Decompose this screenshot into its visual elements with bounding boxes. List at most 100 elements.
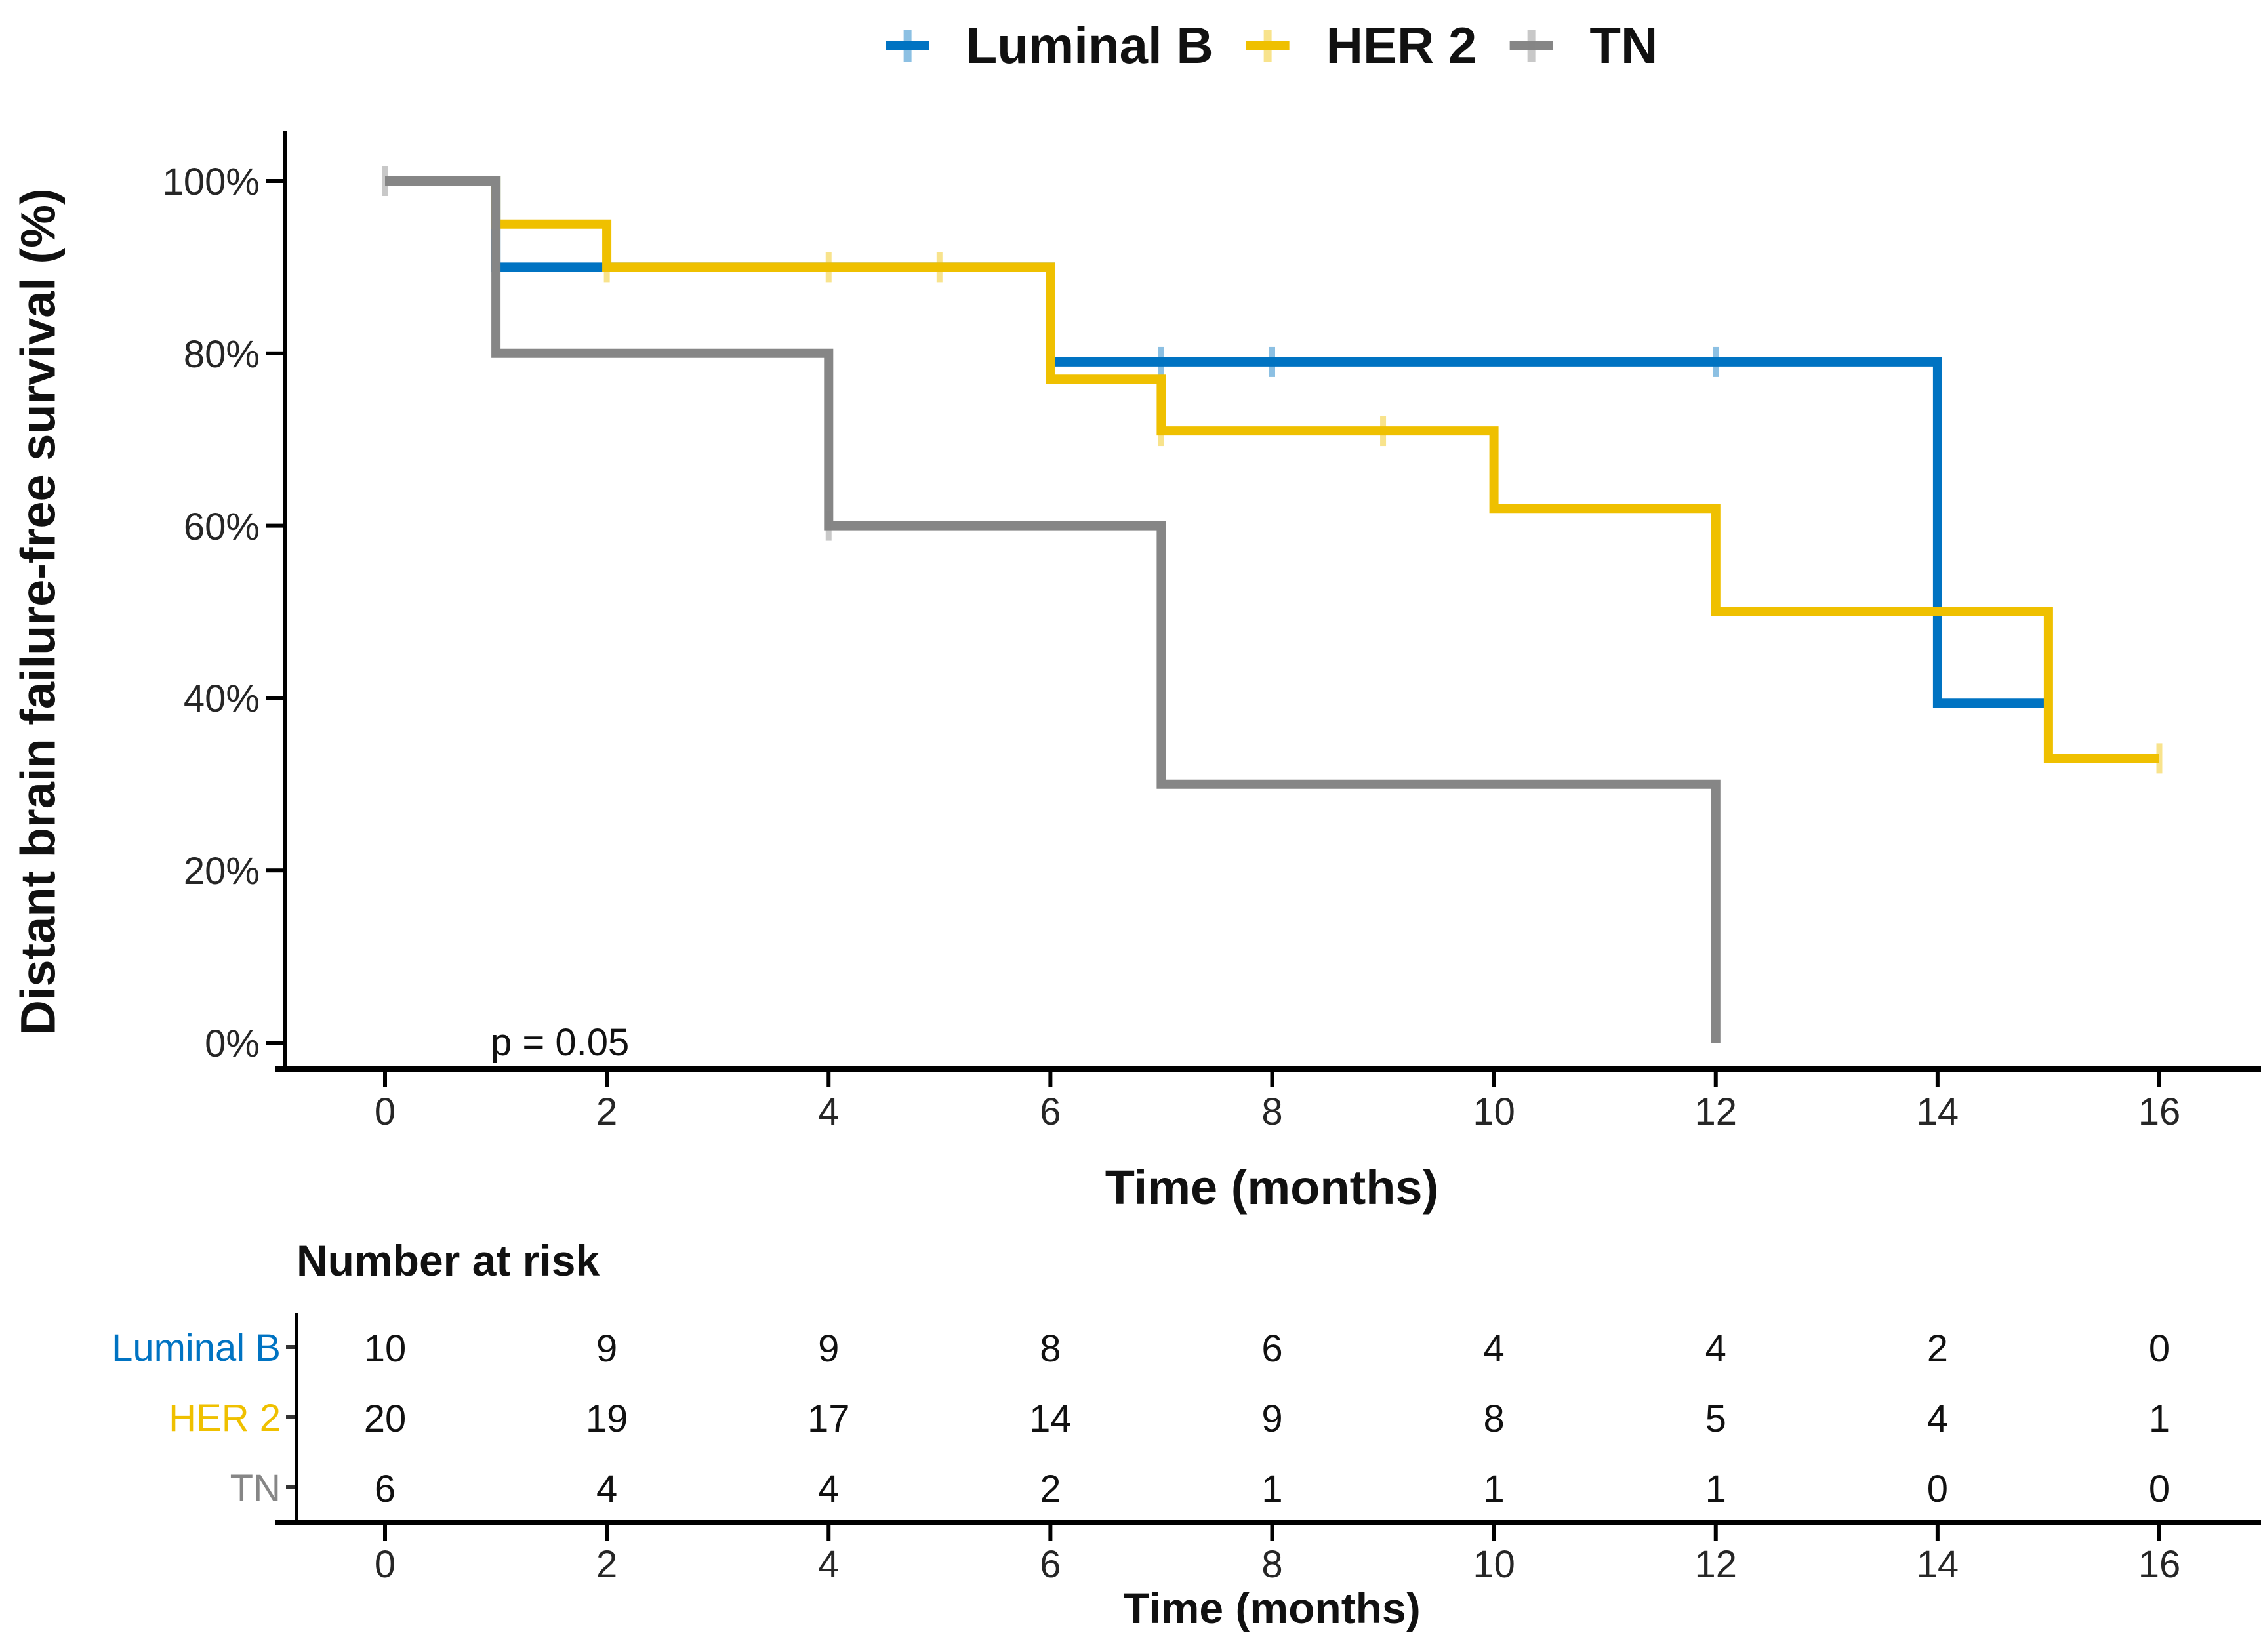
legend-item-her-2: HER 2 bbox=[1246, 16, 1477, 75]
risk-count: 6 bbox=[1261, 1327, 1283, 1370]
legend-line-glyph bbox=[886, 41, 929, 50]
risk-count: 6 bbox=[374, 1468, 396, 1510]
risk-table-x-tick-label: 6 bbox=[1040, 1543, 1061, 1586]
risk-count: 19 bbox=[585, 1398, 628, 1440]
risk-table-row-tick bbox=[286, 1345, 295, 1349]
x-axis-tick bbox=[605, 1072, 609, 1087]
legend-censor-glyph bbox=[903, 30, 912, 62]
risk-count: 2 bbox=[1040, 1468, 1061, 1510]
risk-count: 1 bbox=[1483, 1468, 1505, 1510]
legend-line-glyph bbox=[1509, 41, 1553, 50]
y-axis-line bbox=[283, 131, 287, 1072]
risk-table-x-tick-label: 16 bbox=[2138, 1543, 2181, 1586]
risk-count: 14 bbox=[1029, 1398, 1072, 1440]
y-axis-tick bbox=[266, 868, 283, 873]
x-tick-label: 8 bbox=[1261, 1091, 1283, 1133]
risk-count: 9 bbox=[596, 1327, 618, 1370]
risk-table-row-tick bbox=[286, 1485, 295, 1489]
y-axis-tick bbox=[266, 351, 283, 355]
risk-table-x-tick bbox=[826, 1525, 831, 1541]
legend-censor-glyph bbox=[1263, 30, 1272, 62]
risk-count: 10 bbox=[363, 1327, 407, 1370]
censor-tick bbox=[936, 252, 943, 283]
risk-count: 5 bbox=[1705, 1398, 1726, 1440]
risk-count: 9 bbox=[1261, 1398, 1283, 1440]
risk-count: 1 bbox=[1705, 1468, 1726, 1510]
y-tick-label: 20% bbox=[183, 850, 260, 893]
x-axis-tick bbox=[2157, 1072, 2161, 1087]
y-tick-label: 40% bbox=[183, 677, 260, 721]
risk-table-x-tick-label: 10 bbox=[1473, 1543, 1515, 1586]
risk-table-x-tick bbox=[1270, 1525, 1274, 1541]
risk-table-x-tick bbox=[605, 1525, 609, 1541]
y-axis-tick bbox=[266, 1041, 283, 1045]
x-axis-tick bbox=[1270, 1072, 1274, 1087]
legend-censor-glyph bbox=[1527, 30, 1536, 62]
censor-tick bbox=[382, 166, 388, 196]
risk-count: 20 bbox=[363, 1398, 407, 1440]
risk-table-x-tick-label: 14 bbox=[1916, 1543, 1959, 1586]
risk-row-label-tn: TN bbox=[230, 1467, 281, 1510]
risk-count: 0 bbox=[2148, 1327, 2170, 1370]
risk-count: 4 bbox=[818, 1468, 840, 1510]
risk-table-x-tick-label: 0 bbox=[374, 1543, 396, 1586]
y-axis-tick bbox=[266, 179, 283, 183]
x-axis-tick bbox=[1935, 1072, 1940, 1087]
y-axis-tick bbox=[266, 696, 283, 700]
x-axis-tick bbox=[826, 1072, 831, 1087]
risk-row-label-luminal-b: Luminal B bbox=[112, 1327, 281, 1369]
censor-tick bbox=[1269, 346, 1275, 377]
km-curve-luminal-b bbox=[385, 176, 2048, 708]
x-axis-tick bbox=[1713, 1072, 1718, 1087]
censor-tick bbox=[825, 510, 832, 541]
x-tick-label: 12 bbox=[1694, 1091, 1738, 1133]
y-axis-title: Distant brain failure-free survival (%) bbox=[10, 188, 66, 1036]
risk-count: 8 bbox=[1483, 1398, 1505, 1440]
risk-table-x-tick-label: 8 bbox=[1261, 1543, 1283, 1586]
risk-count: 2 bbox=[1926, 1327, 1949, 1370]
p-value-annotation: p = 0.05 bbox=[491, 1021, 630, 1064]
risk-table-y-axis-line bbox=[295, 1313, 298, 1523]
censor-tick bbox=[1380, 416, 1387, 447]
risk-count: 4 bbox=[1926, 1398, 1949, 1440]
risk-count: 9 bbox=[818, 1327, 840, 1370]
x-tick-label: 10 bbox=[1473, 1091, 1515, 1133]
legend-label: TN bbox=[1589, 16, 1658, 74]
km-curve-her-2 bbox=[385, 176, 2159, 763]
x-tick-label: 0 bbox=[374, 1091, 396, 1133]
legend-line-glyph bbox=[1246, 41, 1290, 50]
x-tick-label: 14 bbox=[1916, 1091, 1959, 1133]
y-tick-label: 60% bbox=[183, 505, 260, 548]
x-axis-line bbox=[275, 1066, 2261, 1072]
x-axis-tick bbox=[1048, 1072, 1053, 1087]
risk-table-x-tick bbox=[1492, 1525, 1496, 1541]
plot-legend: Luminal B HER 2 TN bbox=[886, 16, 1658, 75]
risk-table-x-tick bbox=[1713, 1525, 1718, 1541]
risk-count: 17 bbox=[807, 1398, 850, 1440]
legend-label: Luminal B bbox=[966, 16, 1213, 74]
risk-table-x-tick bbox=[383, 1525, 387, 1541]
risk-table-x-tick-label: 12 bbox=[1694, 1543, 1738, 1586]
risk-table-x-axis-line bbox=[275, 1520, 2261, 1525]
risk-count: 4 bbox=[596, 1468, 618, 1510]
censor-tick bbox=[1713, 346, 1719, 377]
censor-tick bbox=[603, 252, 610, 283]
risk-count: 0 bbox=[1926, 1468, 1949, 1510]
censor-tick bbox=[2156, 743, 2163, 774]
risk-count: 1 bbox=[2148, 1398, 2170, 1440]
risk-table-x-tick-label: 4 bbox=[818, 1543, 840, 1586]
x-tick-label: 16 bbox=[2138, 1091, 2181, 1133]
risk-table-x-tick bbox=[1935, 1525, 1940, 1541]
risk-table-x-tick bbox=[2157, 1525, 2161, 1541]
y-tick-label: 80% bbox=[183, 332, 260, 376]
risk-table-x-axis-title: Time (months) bbox=[1123, 1584, 1421, 1632]
x-axis-title: Time (months) bbox=[1105, 1160, 1439, 1215]
x-axis-tick bbox=[383, 1072, 387, 1087]
risk-table-title: Number at risk bbox=[296, 1236, 600, 1285]
x-tick-label: 4 bbox=[818, 1091, 840, 1133]
legend-key-icon bbox=[1246, 30, 1290, 62]
y-axis-tick bbox=[266, 523, 283, 528]
risk-count: 0 bbox=[2148, 1468, 2170, 1510]
